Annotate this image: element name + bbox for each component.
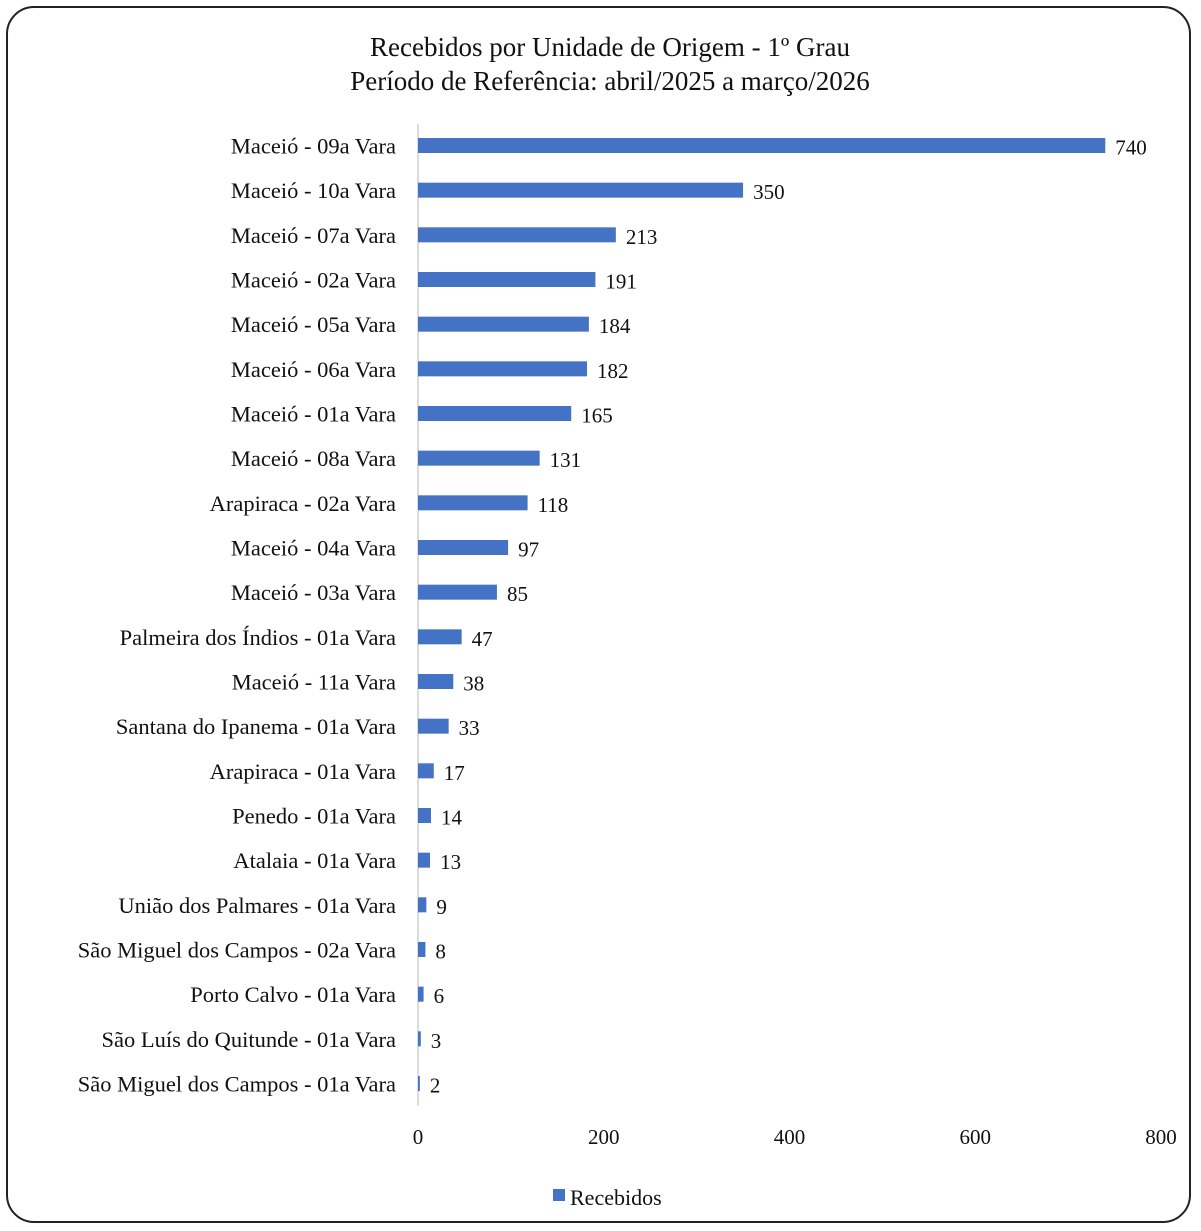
- bar: [418, 897, 427, 913]
- category-label: Maceió - 11a Vara: [232, 670, 396, 695]
- x-tick-label: 800: [1145, 1125, 1177, 1149]
- data-label: 97: [518, 538, 539, 562]
- category-label: União dos Palmares - 01a Vara: [118, 893, 396, 918]
- category-label: Palmeira dos Índios - 01a Vara: [120, 625, 396, 650]
- category-label: Maceió - 04a Vara: [231, 536, 396, 561]
- bar: [418, 986, 424, 1002]
- x-tick-label: 0: [413, 1125, 424, 1149]
- bar: [418, 629, 462, 645]
- bar: [418, 540, 509, 555]
- category-label: Maceió - 07a Vara: [231, 223, 396, 248]
- x-tick-label: 400: [774, 1125, 806, 1149]
- bar: [418, 584, 497, 600]
- bar: [418, 450, 540, 466]
- data-label: 740: [1115, 136, 1147, 160]
- category-label: Maceió - 06a Vara: [231, 357, 396, 382]
- bar: [418, 138, 1106, 153]
- data-label: 17: [444, 761, 465, 785]
- chart-frame: [6, 6, 1191, 1223]
- data-label: 118: [538, 493, 569, 517]
- data-label: 33: [459, 716, 480, 740]
- category-label: Maceió - 10a Vara: [231, 178, 396, 203]
- legend-swatch: [553, 1189, 565, 1201]
- category-label: Atalaia - 01a Vara: [233, 848, 396, 873]
- bar: [418, 808, 432, 823]
- category-label: Porto Calvo - 01a Vara: [190, 982, 396, 1007]
- bar: [418, 674, 454, 689]
- data-label: 8: [435, 940, 446, 964]
- category-label: Maceió - 05a Vara: [231, 312, 396, 337]
- x-axis-ticks: 0 200 400 600 800: [413, 1125, 1177, 1149]
- data-label: 13: [440, 850, 461, 874]
- category-label: Arapiraca - 01a Vara: [210, 759, 396, 784]
- category-label: São Miguel dos Campos - 01a Vara: [78, 1072, 396, 1097]
- bar: [418, 272, 596, 287]
- data-label: 6: [434, 984, 445, 1008]
- data-label: 165: [581, 404, 613, 428]
- data-label: 85: [507, 582, 528, 606]
- data-label: 131: [550, 448, 582, 472]
- bar: [418, 942, 426, 957]
- data-label: 14: [441, 806, 463, 830]
- bar: [418, 763, 434, 779]
- bar: [418, 1031, 421, 1047]
- chart-title: Recebidos por Unidade de Origem - 1º Gra…: [370, 32, 850, 62]
- bar: [418, 852, 431, 868]
- data-label: 184: [599, 314, 631, 338]
- category-label: Arapiraca - 02a Vara: [210, 491, 396, 516]
- bar: [418, 227, 616, 243]
- bar: [418, 316, 589, 332]
- bar: [418, 406, 572, 421]
- bar: [418, 361, 588, 377]
- bar: [418, 182, 744, 198]
- bar: [418, 1076, 420, 1091]
- category-label: Maceió - 03a Vara: [231, 580, 396, 605]
- data-label: 38: [463, 672, 484, 696]
- category-label: São Miguel dos Campos - 02a Vara: [78, 938, 396, 963]
- data-label: 3: [431, 1029, 442, 1053]
- data-label: 350: [753, 180, 785, 204]
- bar: [418, 718, 449, 734]
- category-labels: Maceió - 09a Vara Maceió - 10a Vara Maceió…: [78, 134, 396, 1097]
- value-labels: 7403502131911841821651311189785473833171…: [430, 136, 1147, 1098]
- data-label: 2: [430, 1074, 441, 1098]
- bar: [418, 495, 528, 511]
- category-label: São Luís do Quitunde - 01a Vara: [101, 1027, 396, 1052]
- bars-group: [418, 138, 1106, 1091]
- data-label: 9: [436, 895, 447, 919]
- data-label: 47: [472, 627, 493, 651]
- chart-subtitle: Período de Referência: abril/2025 a març…: [350, 66, 870, 96]
- data-label: 213: [626, 225, 658, 249]
- category-label: Santana do Ipanema - 01a Vara: [116, 714, 396, 739]
- x-tick-label: 600: [960, 1125, 992, 1149]
- x-tick-label: 200: [588, 1125, 620, 1149]
- data-label: 182: [597, 359, 629, 383]
- category-label: Penedo - 01a Vara: [232, 804, 396, 829]
- legend-label: Recebidos: [570, 1185, 662, 1210]
- legend: Recebidos: [553, 1185, 662, 1210]
- data-label: 191: [605, 270, 637, 294]
- category-label: Maceió - 01a Vara: [231, 402, 396, 427]
- category-label: Maceió - 02a Vara: [231, 268, 396, 293]
- category-label: Maceió - 09a Vara: [231, 134, 396, 159]
- category-label: Maceió - 08a Vara: [231, 446, 396, 471]
